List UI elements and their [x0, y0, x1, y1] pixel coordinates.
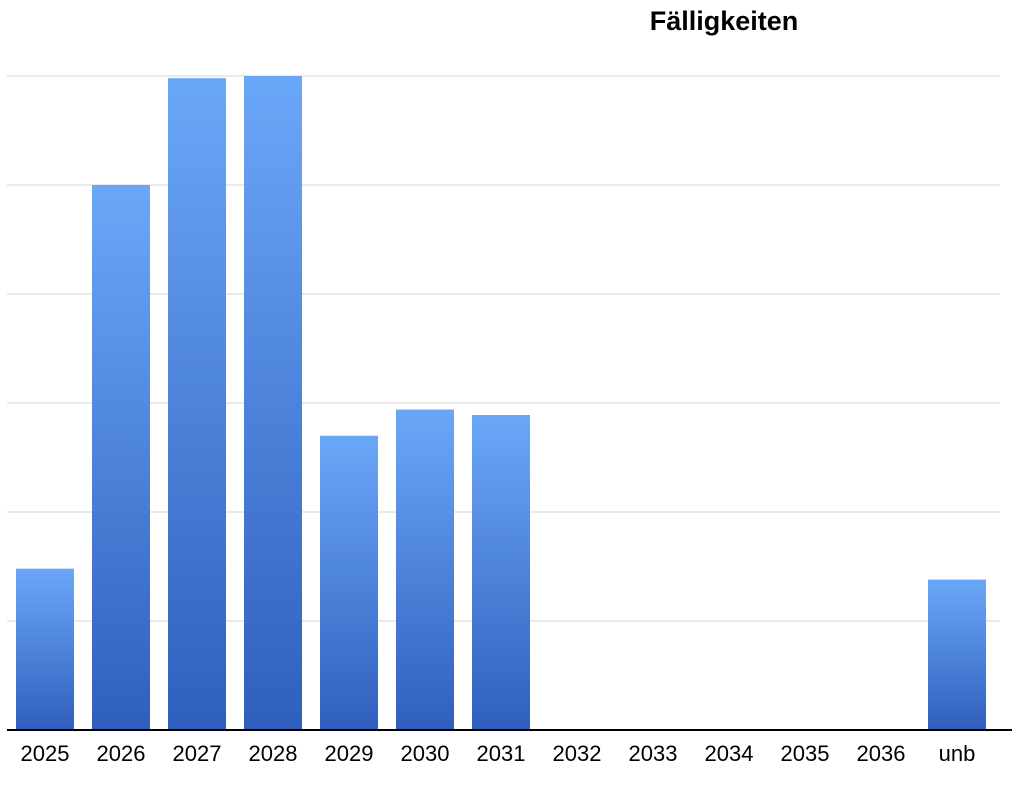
bar [244, 76, 302, 730]
bar [16, 568, 74, 730]
x-tick-label: 2035 [781, 741, 830, 766]
bar [320, 435, 378, 730]
x-tick-label: 2025 [21, 741, 70, 766]
bar [472, 414, 530, 730]
bar [168, 78, 226, 731]
x-tick-label: 2034 [705, 741, 754, 766]
bar [396, 409, 454, 730]
x-tick-label: 2026 [97, 741, 146, 766]
x-tick-label: unb [939, 741, 976, 766]
x-tick-label: 2036 [857, 741, 906, 766]
x-tick-label: 2031 [477, 741, 526, 766]
x-tick-label: 2028 [249, 741, 298, 766]
chart-title: Fälligkeiten [650, 6, 799, 36]
bar [928, 579, 986, 730]
bar [92, 185, 150, 730]
x-tick-label: 2029 [325, 741, 374, 766]
x-tick-label: 2027 [173, 741, 222, 766]
x-tick-label: 2033 [629, 741, 678, 766]
x-tick-label: 2032 [553, 741, 602, 766]
x-tick-label: 2030 [401, 741, 450, 766]
